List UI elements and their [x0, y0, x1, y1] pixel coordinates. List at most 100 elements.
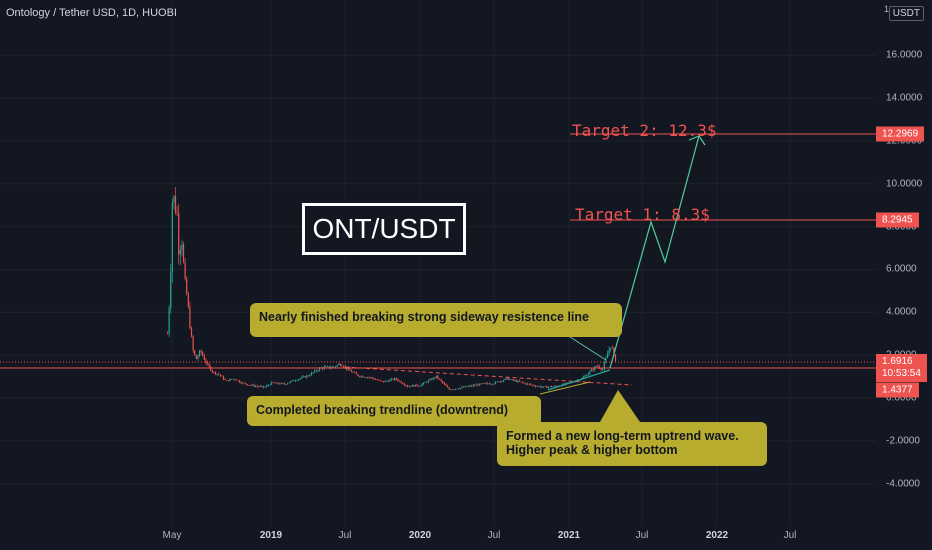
candle-body [456, 388, 458, 390]
candle-body [171, 202, 173, 272]
candle-body [418, 385, 420, 387]
callout-trendline: Completed breaking trendline (downtrend) [247, 396, 541, 426]
candle-body [256, 386, 258, 387]
candle-body [170, 271, 172, 308]
candle-body [510, 379, 513, 380]
callout-uptrend-line2: Higher peak & higher bottom [506, 443, 678, 457]
candle-body [374, 379, 377, 380]
candle-body [261, 386, 263, 387]
candle-body [197, 356, 199, 359]
candle-body [366, 377, 369, 378]
candle-body [613, 347, 615, 355]
candle-body [277, 382, 279, 384]
candle-body [206, 363, 209, 364]
candle-body [318, 367, 321, 371]
candle-body [606, 353, 609, 358]
uptrend-line [547, 369, 611, 391]
projection-arrowhead [688, 135, 706, 146]
candle-body [270, 382, 273, 385]
candle-body [488, 383, 490, 385]
candle-body [208, 363, 210, 367]
x-tick-label: 2020 [408, 530, 432, 541]
candle-body [589, 371, 591, 374]
candle-body [254, 386, 257, 387]
candle-body [381, 380, 383, 382]
candle-body [362, 375, 364, 378]
candle-body [299, 378, 301, 380]
candle-body [390, 378, 393, 380]
candle-body [466, 386, 468, 387]
candle-body [176, 212, 178, 214]
candle-body [477, 384, 479, 386]
candle-body [427, 380, 429, 383]
candle-body [336, 365, 338, 367]
candle-body [269, 384, 271, 386]
candle-body [285, 384, 287, 385]
candle-body [496, 381, 498, 383]
candle-body [235, 379, 237, 381]
y-tick-label: 10.0000 [886, 178, 923, 190]
candle-body [526, 383, 529, 385]
candle-body [234, 379, 236, 380]
candle-body [424, 382, 426, 383]
candle-body [354, 372, 356, 373]
candle-body [194, 350, 196, 356]
candle-body [485, 383, 487, 384]
candle-body [339, 364, 341, 366]
candle-body [517, 380, 519, 382]
candle-body [498, 381, 500, 383]
candle-body [202, 352, 204, 356]
candle-body [186, 278, 188, 295]
candle-body [326, 366, 329, 367]
downtrend-line [344, 366, 633, 386]
candle-body [218, 373, 220, 375]
candle-body [416, 384, 418, 386]
candle-body [608, 349, 610, 354]
candle-body [363, 377, 365, 378]
candle-body [222, 376, 225, 380]
candle-body [296, 380, 298, 381]
candle-body [312, 372, 314, 373]
candle-body [448, 387, 450, 390]
x-tick-label: 2019 [259, 530, 283, 541]
candle-body [438, 378, 441, 380]
last-price-tag: 1.6916 10:53:54 [876, 354, 927, 382]
callout-line-trend [539, 381, 591, 395]
candle-body [341, 365, 343, 367]
symbol-legend: Ontology / Tether USD, 1D, HUOBI [6, 7, 177, 19]
target-2-price-tag: 12.2969 [876, 126, 925, 142]
candles [166, 186, 617, 391]
candle-body [310, 372, 313, 376]
candle-body [397, 379, 399, 381]
currency-unit-button[interactable]: USDT [888, 6, 924, 21]
y-tick-label: 14.0000 [886, 92, 923, 104]
candle-body [406, 385, 409, 387]
candle-body [530, 384, 532, 385]
candle-body [538, 386, 540, 387]
candle-body [258, 386, 260, 387]
candle-body [426, 382, 428, 383]
candle-body [238, 380, 241, 383]
candle-body [360, 375, 362, 377]
x-tick-label: Jul [338, 530, 352, 541]
candle-body [181, 244, 183, 251]
candle-body [490, 383, 492, 385]
candle-body [358, 376, 361, 377]
candle-body [302, 376, 305, 377]
candle-body [445, 384, 447, 386]
candle-body [501, 381, 503, 382]
candle-body [237, 380, 239, 382]
candle-body [400, 381, 402, 383]
y-tick-label: 4.0000 [886, 306, 917, 318]
drawings [0, 133, 876, 422]
candle-body [440, 379, 442, 382]
candle-body [554, 385, 556, 387]
candle-body [395, 378, 397, 380]
candle-body [454, 388, 457, 390]
candle-body [534, 385, 537, 387]
candle-body [507, 377, 509, 380]
candle-body [595, 366, 597, 367]
x-tick-label: 2021 [557, 530, 581, 541]
